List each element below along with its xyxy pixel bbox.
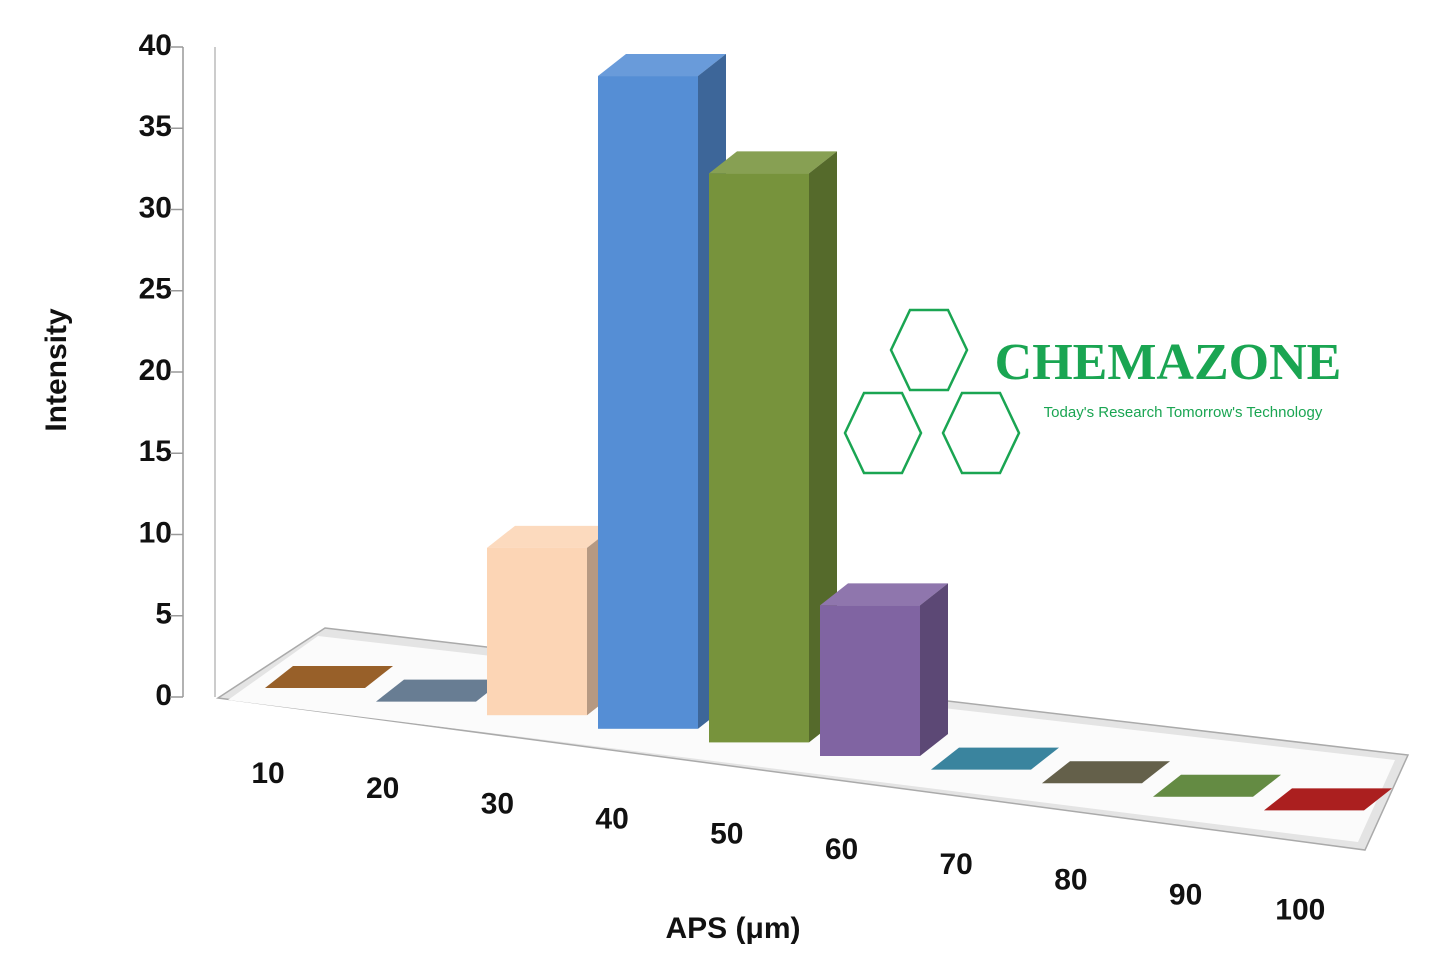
bar [820, 605, 920, 756]
y-tick-label: 0 [155, 679, 172, 712]
bar-top-shade [1042, 761, 1170, 784]
bar-group [1042, 761, 1170, 784]
y-axis-label: Intensity [40, 308, 73, 432]
x-tick-label: 60 [825, 833, 858, 866]
bar-group [1264, 788, 1392, 811]
bar-top [1042, 761, 1170, 784]
x-tick-label: 90 [1169, 879, 1202, 912]
bar-top [1264, 788, 1392, 811]
y-tick-label: 25 [139, 273, 172, 306]
bar-group [709, 151, 837, 743]
bar-top-shade [931, 747, 1059, 770]
bar-group [376, 679, 504, 702]
bar-top [598, 54, 726, 77]
x-tick-label: 10 [251, 757, 284, 790]
bar-group [1153, 774, 1281, 797]
x-tick-label: 20 [366, 772, 399, 805]
bar-top [265, 666, 393, 688]
bar-top [931, 747, 1059, 770]
bar [709, 173, 809, 743]
bar-side-shade [809, 151, 837, 743]
bar-top-shade [376, 679, 504, 702]
bar-side [809, 151, 837, 743]
x-tick-label: 40 [595, 803, 628, 836]
x-tick-label: 80 [1054, 863, 1087, 896]
bar-top [487, 525, 615, 548]
y-tick-label: 40 [139, 29, 172, 62]
watermark-title: CHEMAZONE [995, 334, 1342, 391]
bar-top-shade [1264, 788, 1392, 811]
bar-group [820, 583, 948, 756]
bar-top-shade [709, 151, 837, 174]
bar-top [820, 583, 948, 606]
bar-top [709, 151, 837, 174]
bar-top-shade [1153, 774, 1281, 797]
y-tick-label: 5 [155, 598, 172, 631]
bar-top [376, 679, 504, 702]
bar-top-shade [598, 54, 726, 77]
bar-side-shade [920, 583, 948, 756]
bar-top-shade [820, 583, 948, 606]
bar-group [931, 747, 1059, 770]
y-tick-label: 15 [139, 435, 172, 468]
bar-top [1153, 774, 1281, 797]
y-tick-label: 35 [139, 110, 172, 143]
hexagon [941, 391, 1021, 475]
bar [598, 76, 698, 729]
bar-top-shade [265, 666, 393, 688]
bar [487, 547, 587, 716]
bar-top-shade [487, 525, 615, 548]
hexagon [843, 391, 923, 475]
bar-side [920, 583, 948, 756]
y-tick-label: 30 [139, 191, 172, 224]
bar-group [598, 54, 726, 729]
x-axis-label: APS (μm) [665, 912, 800, 945]
y-tick-label: 10 [139, 516, 172, 549]
x-tick-label: 70 [940, 848, 973, 881]
x-tick-label: 30 [481, 787, 514, 820]
bar-group [265, 666, 393, 688]
x-tick-label: 50 [710, 818, 743, 851]
watermark [843, 308, 1021, 475]
y-tick-label: 20 [139, 354, 172, 387]
watermark-tagline: Today's Research Tomorrow's Technology [1044, 404, 1323, 421]
hexagon [889, 308, 969, 392]
bar-group [487, 525, 615, 716]
x-tick-label: 100 [1275, 894, 1325, 927]
